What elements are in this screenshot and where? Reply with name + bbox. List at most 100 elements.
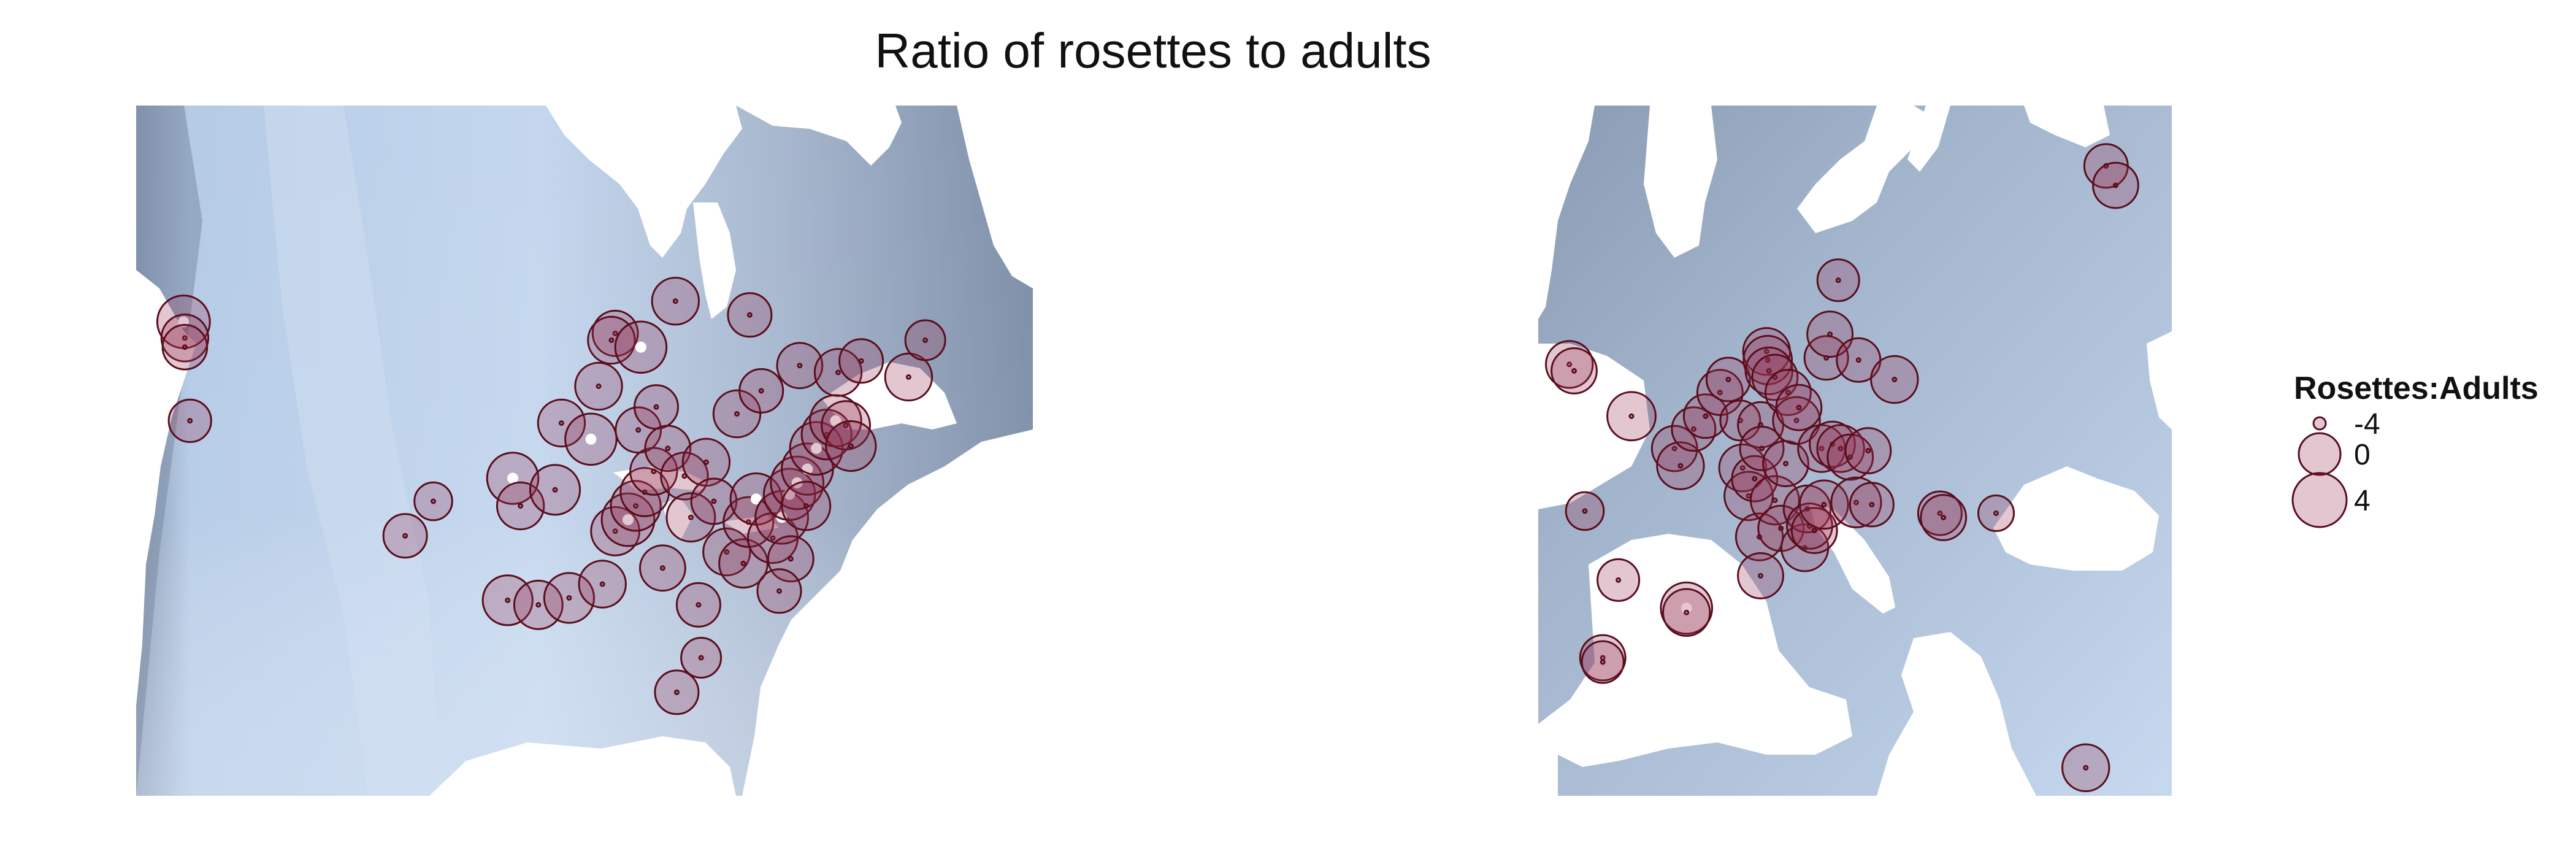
site-center-dot: [746, 312, 753, 318]
site-point: [813, 348, 863, 397]
site-point: [904, 319, 946, 361]
site-center-dot: [1616, 577, 1622, 583]
site-point: [382, 513, 428, 559]
site-center-dot: [848, 443, 854, 449]
site-point: [1656, 441, 1705, 490]
site-center-dot: [1865, 448, 1871, 453]
site-center-dot: [182, 344, 188, 350]
elevation-band: [136, 106, 202, 796]
baltic-sea: [1766, 106, 1932, 233]
site-center-dot: [1772, 497, 1778, 503]
site-center-dot: [1758, 572, 1763, 579]
site-point: [838, 338, 884, 384]
site-center-dot: [696, 602, 702, 608]
site-point: [738, 368, 784, 414]
adriatic-sea: [1809, 503, 1895, 614]
site-center-dot: [1725, 377, 1731, 382]
site-point: [781, 480, 832, 531]
white-sea: [2024, 106, 2110, 147]
site-point: [639, 544, 686, 592]
site-point: [161, 324, 209, 371]
site-center-dot: [635, 427, 642, 433]
site-center-dot: [608, 337, 615, 343]
site-center-dot: [770, 535, 776, 541]
site-center-dot: [659, 565, 665, 571]
site-center-dot: [431, 498, 436, 504]
site-center-dot: [2083, 765, 2089, 771]
site-center-dot: [703, 459, 709, 465]
plot-title: Ratio of rosettes to adults: [875, 23, 1431, 78]
site-point: [537, 398, 586, 448]
site-point: [1545, 340, 1594, 389]
site-point: [413, 481, 453, 522]
site-point: [1750, 475, 1800, 526]
site-center-dot: [1793, 417, 1800, 423]
site-point: [2061, 743, 2110, 793]
site-center-dot: [788, 556, 794, 562]
site-center-dot: [2112, 182, 2118, 188]
atlantic-west: [1538, 106, 1595, 319]
site-point: [718, 538, 769, 589]
site-point: [1737, 552, 1784, 599]
mediterranean-west: [1538, 534, 1852, 796]
site-point: [574, 361, 623, 411]
legend-key: [2312, 416, 2327, 431]
site-center-dot: [187, 418, 193, 424]
site-center-dot: [797, 363, 803, 369]
site-center-dot: [558, 420, 564, 426]
site-center-dot: [758, 388, 764, 394]
site-center-dot: [505, 597, 511, 603]
legend-key: [2291, 472, 2348, 528]
site-point: [680, 637, 723, 679]
site-center-dot: [612, 330, 618, 336]
site-point: [1870, 355, 1919, 404]
site-center-dot: [1853, 499, 1859, 506]
site-point: [1597, 558, 1641, 602]
legend-label: 0: [2354, 439, 2371, 471]
site-center-dot: [776, 588, 782, 594]
legend-key: [2298, 432, 2342, 476]
site-center-dot: [1827, 331, 1833, 337]
site-point: [1816, 258, 1860, 302]
site-center-dot: [1778, 525, 1784, 531]
site-center-dot: [1681, 603, 1692, 614]
site-center-dot: [1766, 368, 1772, 374]
legend-title: Rosettes:Adults: [2294, 371, 2539, 406]
site-point: [167, 398, 212, 443]
legend-label: 4: [2354, 485, 2371, 517]
site-point: [1977, 495, 2015, 532]
site-center-dot: [1855, 357, 1861, 363]
north-sea: [1644, 106, 1717, 258]
site-center-dot: [1684, 609, 1690, 615]
site-point: [1705, 356, 1751, 403]
atlantic-ocean: [742, 430, 1033, 796]
site-point: [1917, 490, 1963, 536]
site-point: [821, 400, 871, 451]
site-point: [1579, 634, 1627, 682]
site-center-dot: [1941, 515, 1947, 520]
site-point: [1844, 427, 1892, 474]
site-point: [629, 447, 678, 496]
site-center-dot: [623, 514, 634, 525]
site-point: [1830, 476, 1882, 529]
site-point: [1731, 455, 1779, 503]
site-center-dot: [182, 335, 188, 341]
site-center-dot: [653, 404, 659, 410]
site-center-dot: [835, 369, 841, 376]
site-point: [681, 437, 731, 487]
legend-label: -4: [2354, 408, 2380, 441]
site-point: [1551, 347, 1598, 395]
site-center-dot: [1838, 445, 1844, 452]
site-center-dot: [711, 498, 717, 504]
gulf-of-mexico: [429, 736, 736, 796]
site-center-dot: [1739, 465, 1746, 471]
labrador-sea: [957, 106, 1033, 288]
site-point: [644, 425, 692, 472]
site-center-dot: [596, 383, 602, 389]
site-center-dot: [1847, 454, 1853, 460]
site-center-dot: [566, 595, 572, 601]
site-point: [1723, 471, 1774, 522]
site-point: [1920, 494, 1968, 541]
site-point: [1816, 424, 1865, 473]
